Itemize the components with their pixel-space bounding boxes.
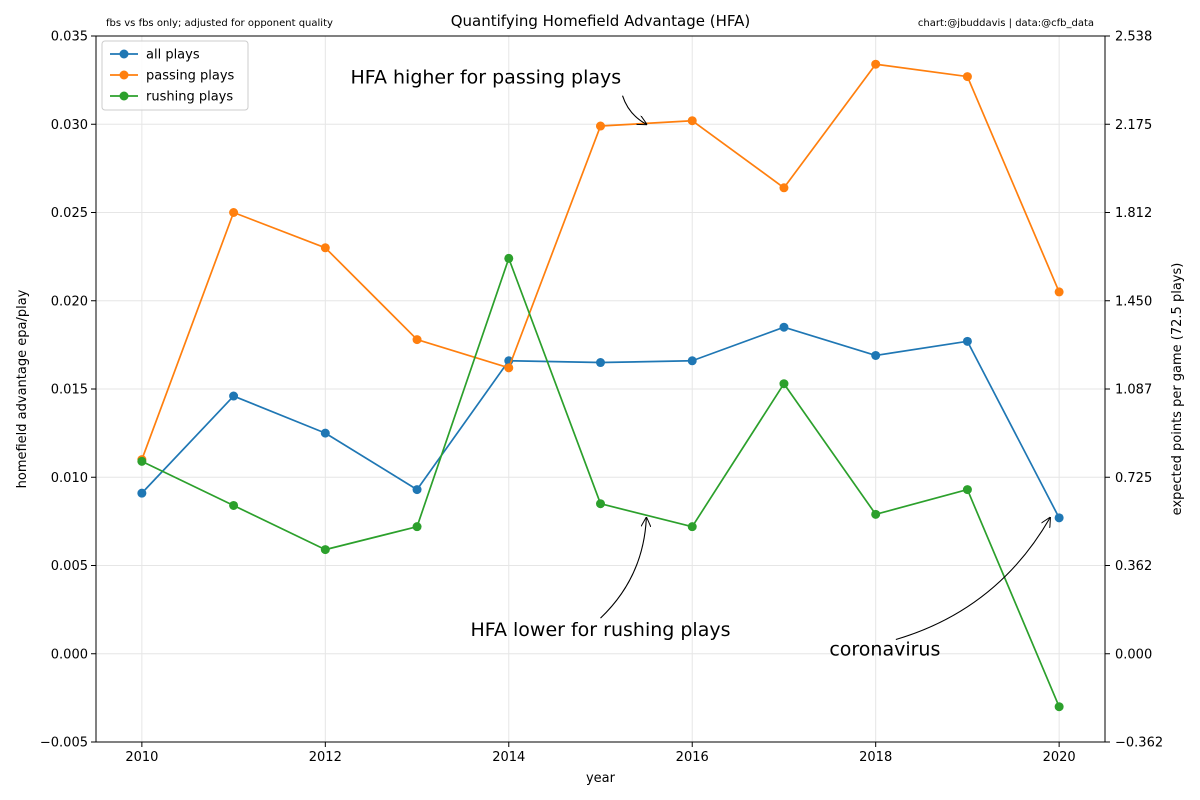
right-y-tick-label: 1.812 <box>1115 206 1152 221</box>
data-point <box>687 522 697 532</box>
annotation-text: HFA lower for rushing plays <box>471 619 731 641</box>
y-tick-label: 0.020 <box>51 294 88 309</box>
y-tick-label: 0.035 <box>51 30 88 45</box>
annotation-arrow <box>621 95 647 125</box>
data-point <box>962 485 972 495</box>
subtitle-right: chart:@jbuddavis | data:@cfb_data <box>918 18 1094 29</box>
data-point <box>137 488 147 498</box>
legend-label: all plays <box>146 48 200 63</box>
right-y-tick-label: 0.362 <box>1115 559 1152 574</box>
x-tick-label: 2020 <box>1043 750 1076 765</box>
data-point <box>320 428 330 438</box>
data-point <box>229 391 239 401</box>
data-point <box>1054 702 1064 712</box>
y-tick-label: 0.000 <box>51 647 88 662</box>
annotation: HFA higher for passing plays <box>350 67 646 125</box>
data-point <box>779 183 789 193</box>
right-y-tick-label: −0.362 <box>1115 736 1163 751</box>
data-point <box>962 336 972 346</box>
legend: all plays passing plays rushing plays <box>101 40 249 111</box>
data-point <box>596 358 605 368</box>
data-point <box>687 116 697 126</box>
x-tick-label: 2018 <box>859 750 892 765</box>
legend-swatch-marker <box>119 49 129 59</box>
x-tick-label: 2010 <box>125 750 158 765</box>
data-point <box>504 253 514 263</box>
data-point <box>1054 513 1064 523</box>
right-y-tick-label: 2.175 <box>1115 118 1152 133</box>
data-point <box>687 356 697 366</box>
right-y-tick-label: 1.087 <box>1115 383 1152 398</box>
data-point <box>596 499 605 509</box>
legend-item: all plays <box>110 48 200 63</box>
right-y-tick-label: 1.450 <box>1115 294 1152 309</box>
series-layer <box>137 59 1064 712</box>
data-point <box>229 208 239 217</box>
y-tick-label: −0.005 <box>40 736 88 751</box>
legend-label: passing plays <box>146 69 235 84</box>
y-tick-label: 0.030 <box>51 118 88 133</box>
data-point <box>229 500 239 510</box>
series-rushing-plays <box>137 253 1064 712</box>
annotation-arrow <box>895 518 1050 641</box>
data-point <box>871 59 881 69</box>
data-point <box>779 322 789 332</box>
series-passing-plays <box>137 59 1064 465</box>
series-line <box>141 326 1060 519</box>
data-point <box>1054 287 1064 297</box>
x-axis-ticks: 2010 2012 2014 2016 2018 2020 <box>125 742 1076 765</box>
y-tick-label: 0.025 <box>51 206 88 221</box>
y-axis-ticks: −0.005 0.000 0.005 0.010 0.015 0.020 0.025 0.03… <box>40 30 96 751</box>
data-point <box>871 509 881 519</box>
data-point <box>412 485 422 495</box>
legend-swatch-marker <box>119 70 129 80</box>
annotation-text: HFA higher for passing plays <box>350 67 621 89</box>
x-tick-label: 2012 <box>309 750 342 765</box>
data-point <box>137 456 147 466</box>
chart-title: Quantifying Homefield Advantage (HFA) <box>451 12 751 30</box>
annotation-arrow <box>600 518 647 619</box>
data-point <box>962 72 972 82</box>
legend-item: passing plays <box>110 69 235 84</box>
data-point <box>412 335 422 345</box>
legend-box <box>101 40 249 111</box>
right-y-tick-label: 0.725 <box>1115 471 1152 486</box>
legend-swatch-marker <box>119 91 129 101</box>
data-point <box>779 379 789 389</box>
data-point <box>320 243 330 253</box>
data-point <box>596 121 605 131</box>
data-point <box>871 350 881 360</box>
subtitle-left: fbs vs fbs only; adjusted for opponent q… <box>106 18 333 29</box>
annotations: HFA higher for passing plays HFA lower fo… <box>350 67 1049 661</box>
right-y-axis-label: expected points per game (72.5 plays) <box>1170 263 1185 516</box>
x-axis-label: year <box>586 771 616 786</box>
y-tick-label: 0.015 <box>51 383 88 398</box>
legend-item: rushing plays <box>110 90 233 105</box>
y-tick-label: 0.005 <box>51 559 88 574</box>
data-point <box>504 363 514 373</box>
data-point <box>412 522 422 532</box>
x-tick-label: 2016 <box>676 750 709 765</box>
right-y-axis-ticks: −0.362 0.000 0.362 0.725 1.087 1.450 1.812 2.17… <box>1105 30 1163 751</box>
x-tick-label: 2014 <box>492 750 525 765</box>
y-axis-label: homefield advantage epa/play <box>15 289 30 488</box>
annotation-text: coronavirus <box>829 639 940 661</box>
y-tick-label: 0.010 <box>51 471 88 486</box>
right-y-tick-label: 0.000 <box>1115 647 1152 662</box>
data-point <box>320 545 330 555</box>
annotation: coronavirus <box>829 518 1050 661</box>
right-y-tick-label: 2.538 <box>1115 30 1152 45</box>
series-all-plays <box>137 322 1064 523</box>
legend-label: rushing plays <box>146 90 233 105</box>
annotation: HFA lower for rushing plays <box>471 518 731 641</box>
